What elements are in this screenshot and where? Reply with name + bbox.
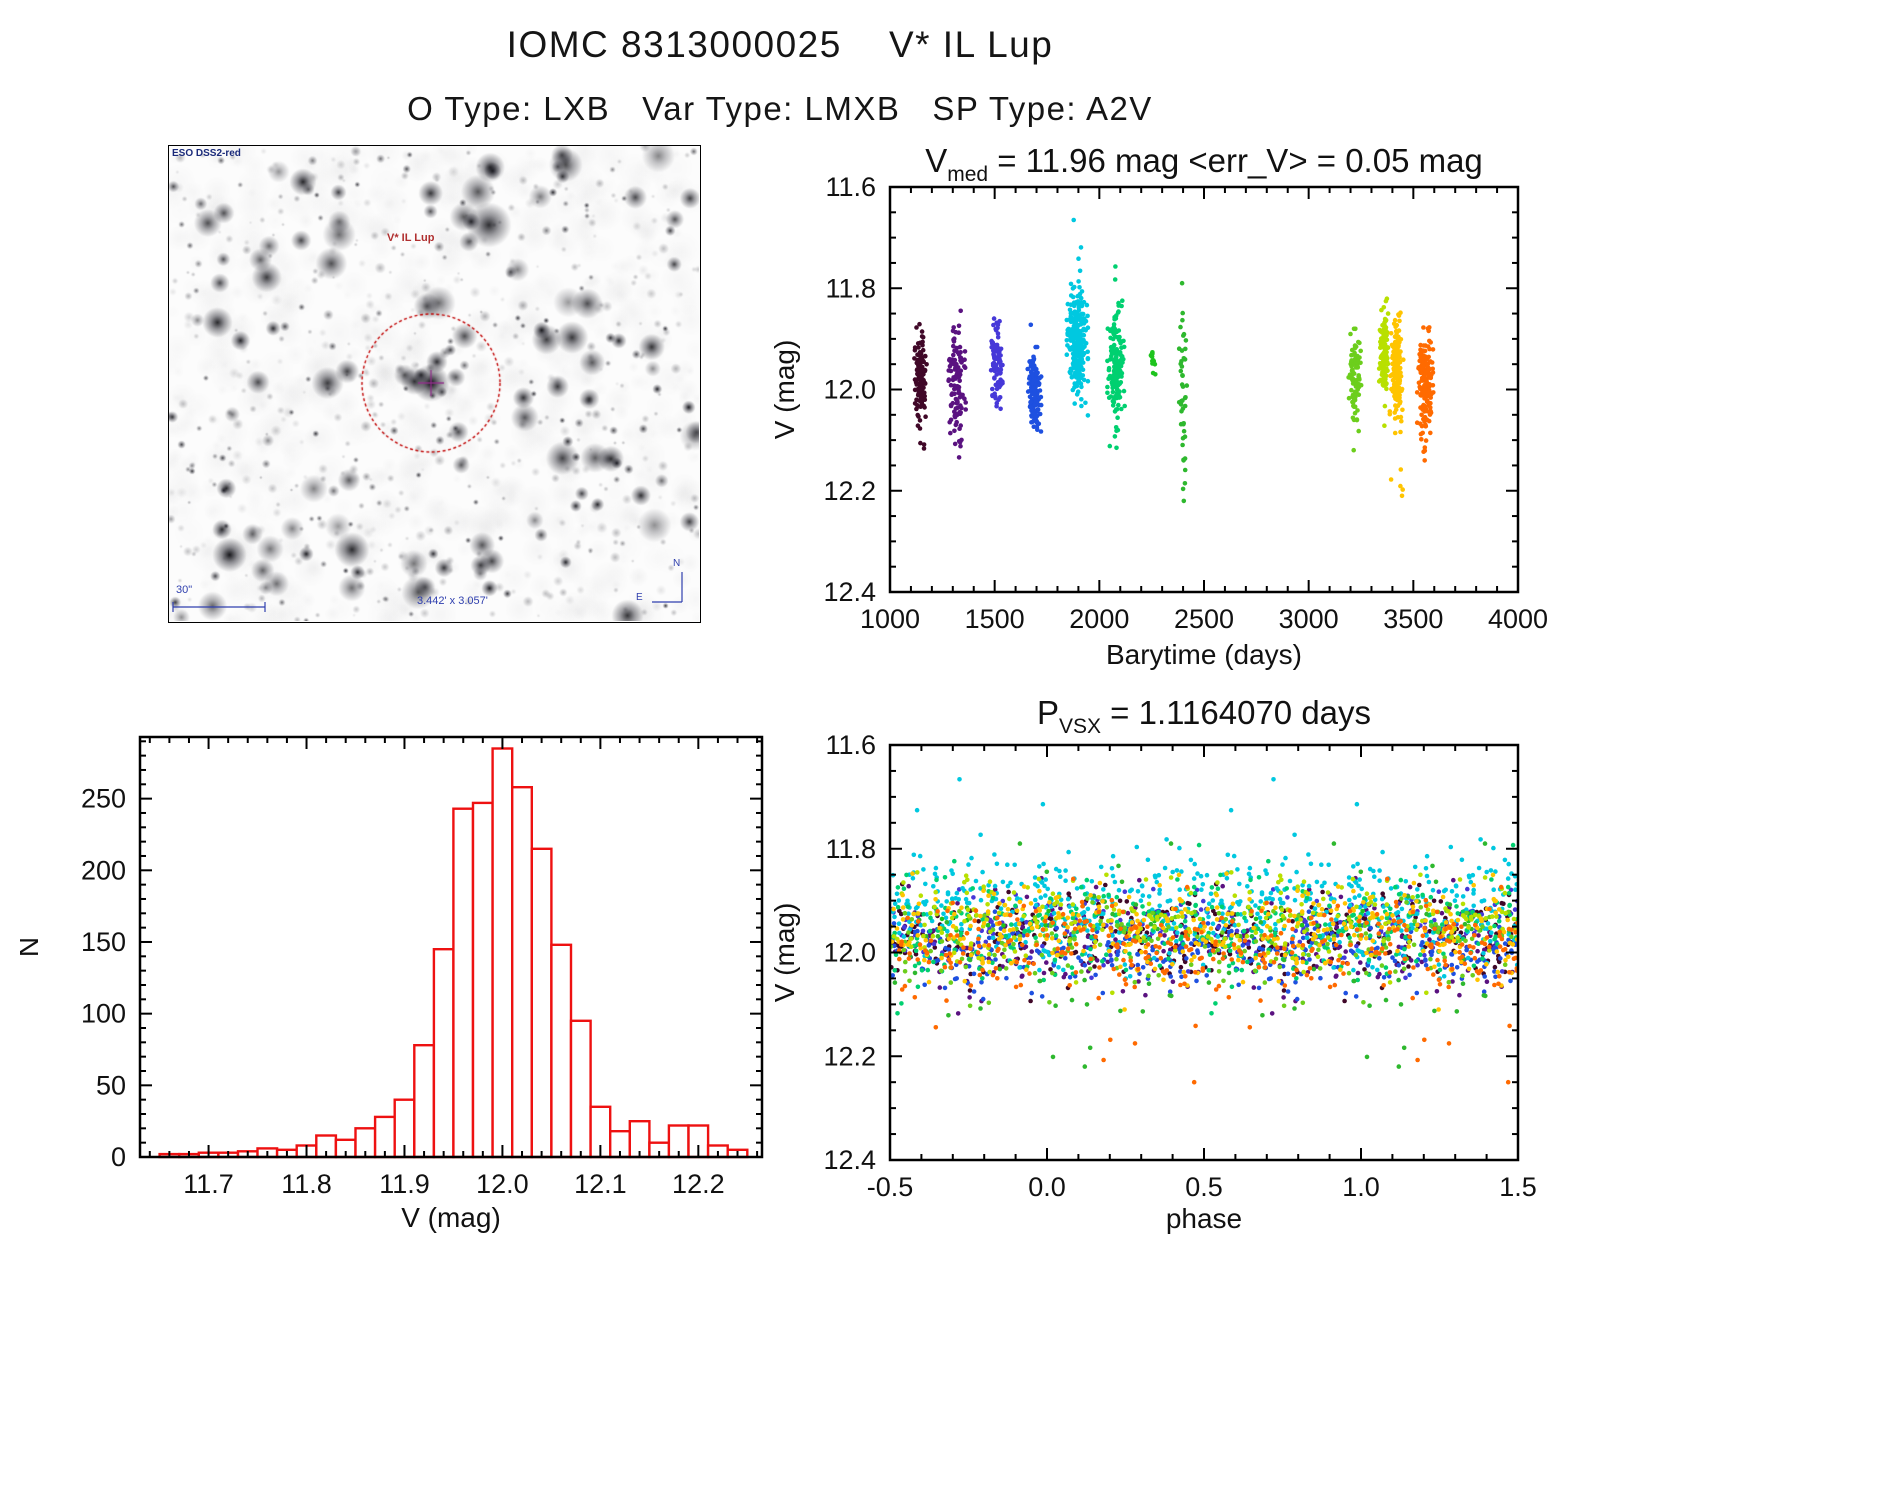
y-axis-label: V (mag) — [770, 903, 800, 1003]
x-axis-label: Barytime (days) — [1106, 639, 1302, 670]
finder-scale-label: 30" — [176, 584, 193, 596]
finder-survey-label: ESO DSS2-red — [172, 148, 241, 159]
tick-label: 11.8 — [825, 834, 876, 864]
tick-label: 1500 — [965, 604, 1025, 634]
tick-label: -0.5 — [867, 1172, 914, 1202]
chart-title: Vmed = 11.96 mag <err_V> = 0.05 mag — [925, 142, 1483, 186]
lightcurve-plot: 1000 1500 2000 2500 3000 3500 4000 11.6 11.8 12.0… — [770, 142, 1548, 670]
tick-label: 11.7 — [183, 1169, 234, 1199]
tick-label: 1000 — [860, 604, 920, 634]
finder-chart-image — [169, 146, 699, 621]
figure-subtitle: O Type: LXB Var Type: LMXB SP Type: A2V — [407, 90, 1153, 127]
finder-chart-panel: ESO DSS2-red V* IL Lup 30" 3.442' x 3.05… — [168, 145, 701, 623]
histogram-plot: 11.7 11.8 11.9 12.0 12.1 12.2 0 50 100 150 200 250 V… — [20, 735, 764, 1233]
tick-label: 11.6 — [825, 730, 876, 760]
tick-label: 50 — [96, 1070, 126, 1100]
tick-label: 4000 — [1488, 604, 1548, 634]
tick-label: 0.5 — [1185, 1172, 1223, 1202]
chart-title: PVSX = 1.1164070 days — [1037, 694, 1371, 738]
tick-label: 2500 — [1174, 604, 1234, 634]
tick-label: 150 — [81, 927, 126, 957]
histogram-bars — [158, 747, 749, 1159]
finder-target-label: V* IL Lup — [387, 232, 435, 244]
tick-label: 250 — [81, 784, 126, 814]
tick-label: 12.4 — [823, 1145, 876, 1175]
plot-frame — [888, 185, 1520, 594]
tick-label: 12.0 — [823, 938, 876, 968]
tick-label: 3500 — [1383, 604, 1443, 634]
tick-label: 11.8 — [825, 273, 876, 303]
figure-title: IOMC 8313000025 V* IL Lup — [506, 24, 1054, 65]
tick-label: 11.6 — [825, 172, 876, 202]
tick-label: 200 — [81, 855, 126, 885]
y-axis-label: V (mag) — [770, 340, 800, 440]
tick-label: 11.8 — [281, 1169, 332, 1199]
tick-label: 12.2 — [672, 1169, 725, 1199]
tick-label: 0 — [111, 1142, 126, 1172]
tick-label: 11.9 — [379, 1169, 430, 1199]
lightcurve-points — [912, 217, 1436, 504]
phase-plot: -0.5 0.0 0.5 1.0 1.5 11.6 11.8 12.0 12.2 12.4 phas… — [770, 694, 1537, 1234]
phase-points — [890, 777, 1518, 1085]
tick-label: 12.4 — [823, 577, 876, 607]
tick-label: 100 — [81, 999, 126, 1029]
finder-compass-north-label: N — [673, 558, 681, 569]
plot-frame — [888, 743, 1520, 1162]
finder-fov-label: 3.442' x 3.057' — [417, 595, 488, 607]
y-axis-label: N — [20, 937, 44, 957]
tick-label: 2000 — [1069, 604, 1129, 634]
tick-label: 1.5 — [1499, 1172, 1537, 1202]
tick-label: 12.2 — [823, 476, 876, 506]
plot-frame — [138, 735, 764, 1159]
tick-label: 12.1 — [574, 1169, 627, 1199]
tick-label: 0.0 — [1028, 1172, 1066, 1202]
finder-compass-east-label: E — [636, 592, 643, 603]
x-axis-label: V (mag) — [401, 1202, 501, 1233]
tick-label: 12.0 — [823, 375, 876, 405]
x-axis-label: phase — [1166, 1203, 1242, 1234]
tick-label: 12.0 — [476, 1169, 529, 1199]
tick-label: 3000 — [1279, 604, 1339, 634]
tick-label: 12.2 — [823, 1041, 876, 1071]
tick-label: 1.0 — [1342, 1172, 1380, 1202]
